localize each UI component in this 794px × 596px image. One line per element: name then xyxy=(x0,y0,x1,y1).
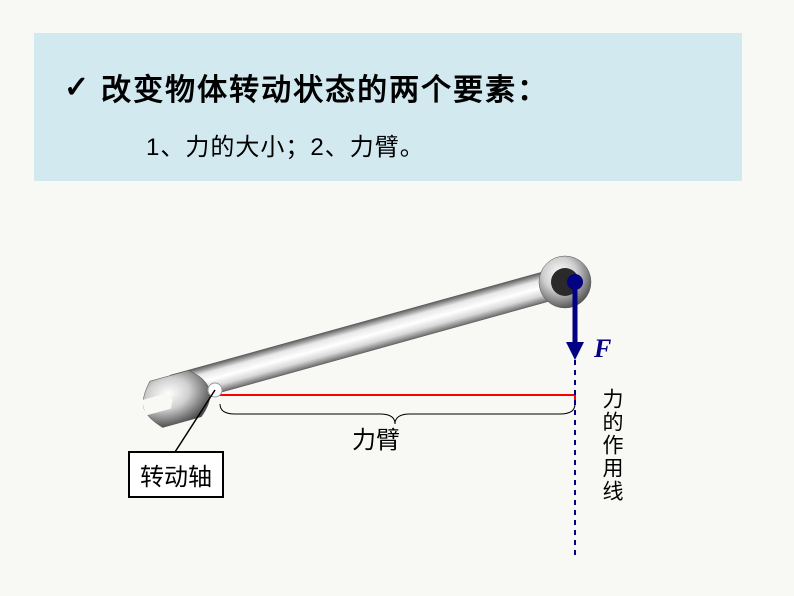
moment-arm-label: 力臂 xyxy=(352,420,400,455)
force-label: F xyxy=(594,334,611,364)
pivot-label-box: 转动轴 xyxy=(128,451,224,498)
checkmark-icon: ✓ xyxy=(64,70,89,105)
wrench-illustration xyxy=(137,256,591,431)
pivot-point xyxy=(208,383,222,397)
action-line-label: 力的作用线 xyxy=(596,388,626,503)
subtitle-text: 1、力的大小；2、力臂。 xyxy=(146,127,712,162)
force-arrow xyxy=(566,274,584,360)
pivot-leader xyxy=(175,390,215,452)
header-box: ✓ 改变物体转动状态的两个要素： 1、力的大小；2、力臂。 xyxy=(34,33,742,181)
title-line: ✓ 改变物体转动状态的两个要素： xyxy=(64,65,712,109)
title-text: 改变物体转动状态的两个要素： xyxy=(101,65,549,109)
